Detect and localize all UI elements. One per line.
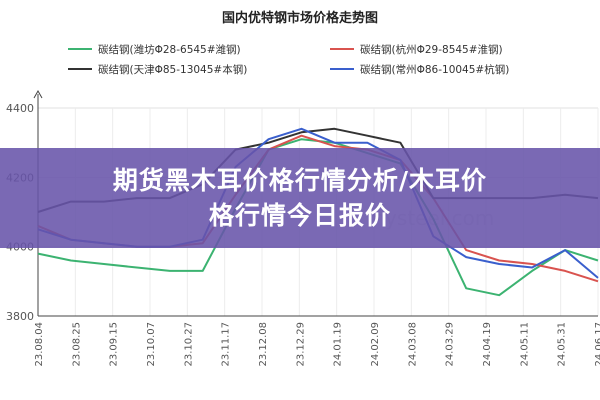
x-tick-label: 24.03.29	[445, 322, 456, 367]
legend-label: 碳结钢(天津Φ85-13045#本钢)	[98, 63, 247, 76]
legend-label: 碳结钢(潍坊Φ28-6545#潍钢)	[98, 43, 241, 56]
x-tick-label: 23.09.15	[109, 322, 120, 367]
x-tick-label: 24.05.31	[557, 322, 568, 367]
x-tick-label: 23.10.07	[146, 322, 157, 367]
chart-title: 国内优特钢市场价格走势图	[222, 10, 378, 26]
x-tick-label: 23.08.04	[34, 322, 45, 367]
x-tick-label: 24.03.08	[407, 322, 418, 367]
y-axis-arrow	[33, 89, 43, 99]
x-tick-label: 23.12.29	[295, 322, 306, 367]
article-title-banner[interactable]: 期货黑木耳价格行情分析/木耳价 格行情今日报价	[0, 148, 600, 248]
legend-label: 碳结钢(杭州Φ29-8545#淮钢)	[360, 43, 503, 56]
banner-line-2: 格行情今日报价	[208, 201, 391, 230]
x-tick-label: 24.01.19	[333, 322, 344, 367]
x-tick-label: 23.11.17	[221, 322, 232, 367]
y-tick-label: 4400	[6, 102, 34, 115]
x-tick-label: 23.12.08	[258, 322, 269, 367]
x-tick-label: 24.02.09	[370, 322, 381, 367]
x-tick-label: 23.08.25	[71, 322, 82, 367]
x-tick-label: 24.05.11	[519, 322, 530, 367]
banner-line-1: 期货黑木耳价格行情分析/木耳价	[112, 166, 488, 195]
y-tick-label: 3800	[6, 310, 34, 323]
x-tick-label: 24.06.17	[594, 322, 600, 367]
x-tick-label: 24.04.19	[482, 322, 493, 367]
legend-label: 碳结钢(常州Φ86-10045#杭钢)	[360, 63, 509, 76]
x-tick-label: 23.10.27	[183, 322, 194, 367]
